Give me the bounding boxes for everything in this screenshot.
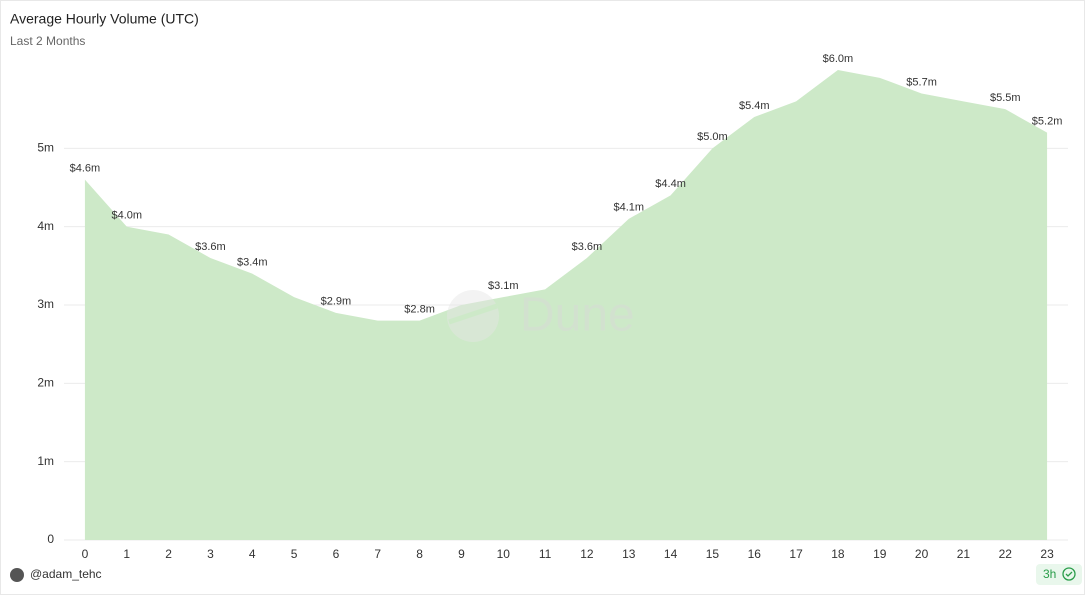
x-tick-label: 10 [497,547,511,561]
data-label: $4.6m [70,163,101,175]
x-tick-label: 5 [291,547,298,561]
refresh-icon [1062,567,1076,581]
refresh-check [1065,571,1073,577]
data-label: $3.6m [572,241,603,253]
author[interactable]: @adam_tehc [30,567,102,581]
author-avatar [10,568,24,582]
x-tick-label: 23 [1040,547,1054,561]
x-tick-label: 4 [249,547,256,561]
y-tick-label: 4m [37,219,54,233]
x-tick-label: 14 [664,547,678,561]
y-tick-label: 2m [37,376,54,390]
y-tick-label: 3m [37,297,54,311]
x-tick-label: 2 [165,547,172,561]
chart-title: Average Hourly Volume (UTC) [10,11,199,27]
x-tick-label: 6 [333,547,340,561]
x-tick-label: 7 [374,547,381,561]
x-tick-label: 18 [831,547,845,561]
data-label: $3.1m [488,280,519,292]
data-label: $5.5m [990,92,1021,104]
x-tick-label: 11 [539,547,552,561]
data-label: $2.8m [404,304,435,316]
x-tick-label: 16 [748,547,762,561]
x-tick-label: 19 [873,547,887,561]
x-tick-label: 1 [123,547,130,561]
data-label: $5.7m [906,76,937,88]
x-tick-label: 8 [416,547,423,561]
refresh-time[interactable]: 3h [1043,567,1056,581]
data-label: $4.0m [111,210,142,222]
data-label: $5.4m [739,100,770,112]
watermark-logo-stripe [448,303,498,325]
data-label: $6.0m [823,53,854,65]
y-tick-label: 1m [37,454,54,468]
watermark-text: Dune [520,289,635,342]
x-tick-label: 12 [580,547,594,561]
data-label: $3.4m [237,257,268,269]
y-tick-label: 0 [47,532,54,546]
data-label: $3.6m [195,241,226,253]
x-tick-label: 22 [999,547,1013,561]
x-tick-label: 13 [622,547,636,561]
data-label: $4.1m [613,202,644,214]
watermark-logo [447,290,499,342]
data-label: $5.2m [1032,116,1063,128]
x-tick-label: 3 [207,547,214,561]
data-label: $5.0m [697,131,728,143]
data-label: $4.4m [655,178,686,190]
area [84,70,1048,540]
x-tick-label: 17 [789,547,803,561]
x-tick-label: 20 [915,547,929,561]
x-tick-label: 0 [82,547,89,561]
x-tick-label: 15 [706,547,720,561]
chart-subtitle: Last 2 Months [10,34,85,48]
watermark: Dune [447,289,635,342]
data-label: $2.9m [321,296,352,308]
x-tick-label: 21 [957,547,971,561]
x-tick-label: 9 [458,547,465,561]
y-tick-label: 5m [37,141,54,155]
